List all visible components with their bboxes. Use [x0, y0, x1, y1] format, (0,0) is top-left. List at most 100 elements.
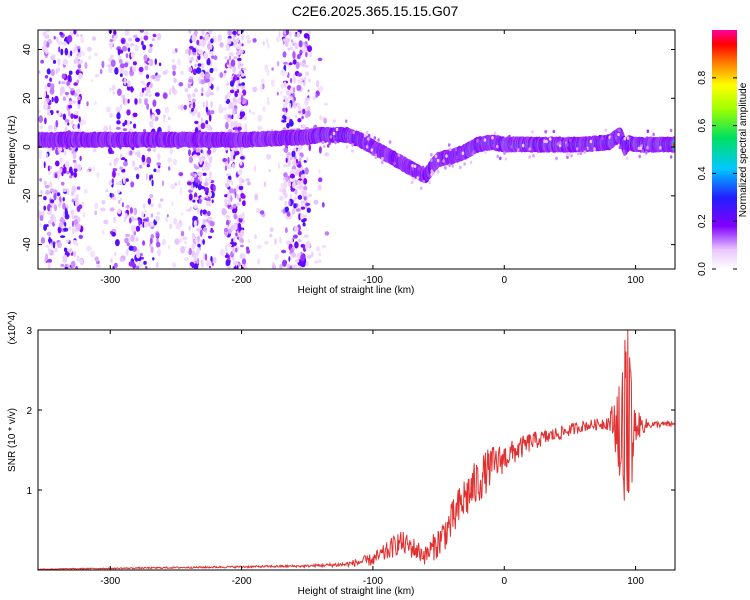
spectrogram-noise-mark: [136, 265, 140, 269]
spectrogram-noise-mark: [288, 182, 292, 187]
spectrogram-noise-mark: [411, 167, 415, 171]
spectrogram-noise-mark: [60, 235, 66, 239]
spectrogram-noise-mark: [94, 73, 100, 78]
spectrogram-noise-mark: [62, 59, 68, 66]
spectrogram-noise-mark: [428, 180, 431, 185]
spectrogram-noise-mark: [119, 73, 123, 77]
spectrogram-marks: [38, 30, 675, 269]
spectrogram-noise-mark: [262, 41, 265, 46]
spectrogram-noise-mark: [77, 216, 81, 223]
spectrogram-noise-mark: [228, 52, 234, 57]
spectrogram-noise-mark: [618, 145, 622, 150]
spectrogram-noise-mark: [120, 63, 125, 69]
spectrogram-noise-mark: [461, 151, 465, 156]
spectrogram-noise-mark: [109, 39, 114, 42]
spectrogram-noise-mark: [72, 159, 77, 163]
spectrogram-noise-mark: [178, 82, 184, 87]
spectrogram-noise-mark: [115, 67, 118, 74]
spectrogram-noise-mark: [191, 232, 196, 240]
spectrogram-noise-mark: [238, 185, 244, 191]
spectrogram-noise-mark: [186, 181, 192, 186]
spectrogram-noise-mark: [127, 47, 131, 52]
spectrogram-noise-mark: [323, 117, 327, 124]
spectrogram-noise-mark: [78, 234, 84, 239]
spectrogram-noise-mark: [94, 256, 99, 262]
spectrogram-noise-mark: [62, 113, 67, 121]
spectrogram-noise-mark: [179, 187, 183, 195]
spectrogram-noise-mark: [149, 174, 152, 181]
spectrogram-noise-mark: [67, 122, 70, 126]
spectrogram-noise-mark: [149, 194, 154, 199]
spectrogram-noise-mark: [288, 96, 293, 100]
spectrogram-noise-mark: [231, 114, 234, 119]
spectrogram-noise-mark: [68, 166, 73, 174]
spectrogram-noise-mark: [77, 128, 81, 133]
x-tick-label: 0: [501, 275, 507, 286]
spectrogram-noise-mark: [301, 62, 306, 68]
spectrogram-noise-mark: [132, 149, 135, 154]
spectrogram-noise-mark: [285, 30, 290, 36]
y-tick-label: 2: [26, 406, 32, 417]
snr-frame: [37, 329, 676, 571]
spectrogram-noise-mark: [149, 237, 153, 245]
spectrogram-noise-mark: [300, 206, 306, 210]
spectrogram-noise-mark: [512, 136, 515, 140]
spectrogram-noise-mark: [171, 85, 175, 93]
spectrogram-noise-mark: [112, 91, 116, 95]
spectrogram-noise-mark: [53, 36, 56, 40]
spectrogram-noise-mark: [284, 200, 287, 206]
spectrogram-noise-mark: [64, 92, 69, 95]
spectrogram-noise-mark: [333, 119, 336, 123]
spectrogram-noise-mark: [139, 253, 143, 257]
spectrogram-noise-mark: [144, 31, 149, 36]
spectrogram-noise-mark: [99, 68, 103, 75]
spectrogram-noise-mark: [78, 60, 83, 64]
spectrogram-noise-mark: [54, 173, 58, 179]
spectrogram-noise-mark: [191, 111, 196, 117]
spectrogram-noise-mark: [38, 110, 41, 114]
spectrogram-noise-mark: [71, 185, 77, 193]
spectrogram-noise-mark: [381, 156, 384, 161]
spectrogram-noise-mark: [140, 80, 145, 84]
spectrogram-noise-mark: [240, 95, 244, 103]
spectrogram-noise-mark: [78, 204, 83, 209]
spectrogram-noise-mark: [118, 59, 123, 64]
spectrogram-noise-mark: [47, 258, 53, 263]
spectrogram-noise-mark: [332, 137, 336, 141]
spectrogram-noise-mark: [322, 144, 326, 149]
spectrogram-noise-mark: [109, 207, 115, 212]
spectrogram-noise-mark: [182, 236, 188, 240]
spectrogram-noise-mark: [50, 55, 56, 61]
spectrogram-noise-mark: [86, 245, 91, 252]
spectrogram-noise-mark: [62, 166, 67, 174]
spectrogram-noise-mark: [224, 254, 229, 258]
spectrogram-noise-mark: [149, 43, 153, 48]
spectrogram-noise-mark: [161, 180, 165, 187]
spectrogram-noise-mark: [55, 68, 58, 75]
spectrogram-noise-mark: [199, 35, 203, 40]
spectrogram-noise-mark: [188, 30, 192, 34]
spectrogram-noise-mark: [455, 155, 459, 160]
spectrogram-noise-mark: [206, 201, 209, 207]
spectrogram-noise-mark: [224, 161, 229, 165]
spectrogram-noise-mark: [305, 243, 308, 250]
spectrogram-noise-mark: [231, 87, 235, 91]
spectrogram-noise-mark: [70, 209, 75, 216]
spectrogram-noise-mark: [293, 263, 298, 269]
spectrogram-noise-mark: [146, 163, 150, 168]
spectrogram-noise-mark: [388, 140, 392, 144]
spectrogram-noise-mark: [335, 127, 339, 132]
spectrogram-noise-mark: [230, 122, 235, 129]
spectrogram-noise-mark: [122, 128, 127, 132]
colorbar-tick-label: 0.6: [697, 118, 708, 132]
spectrogram-noise-mark: [284, 206, 289, 213]
spectrogram-noise-mark: [262, 106, 266, 112]
spectrogram-noise-mark: [140, 36, 143, 43]
spectrogram-noise-mark: [459, 165, 462, 170]
spectrogram-noise-mark: [351, 143, 354, 147]
spectrogram-noise-mark: [69, 100, 73, 105]
spectrogram-noise-mark: [575, 147, 579, 151]
spectrogram-noise-mark: [232, 223, 238, 231]
spectrogram-noise-mark: [280, 209, 283, 213]
spectrogram-noise-mark: [305, 52, 308, 58]
